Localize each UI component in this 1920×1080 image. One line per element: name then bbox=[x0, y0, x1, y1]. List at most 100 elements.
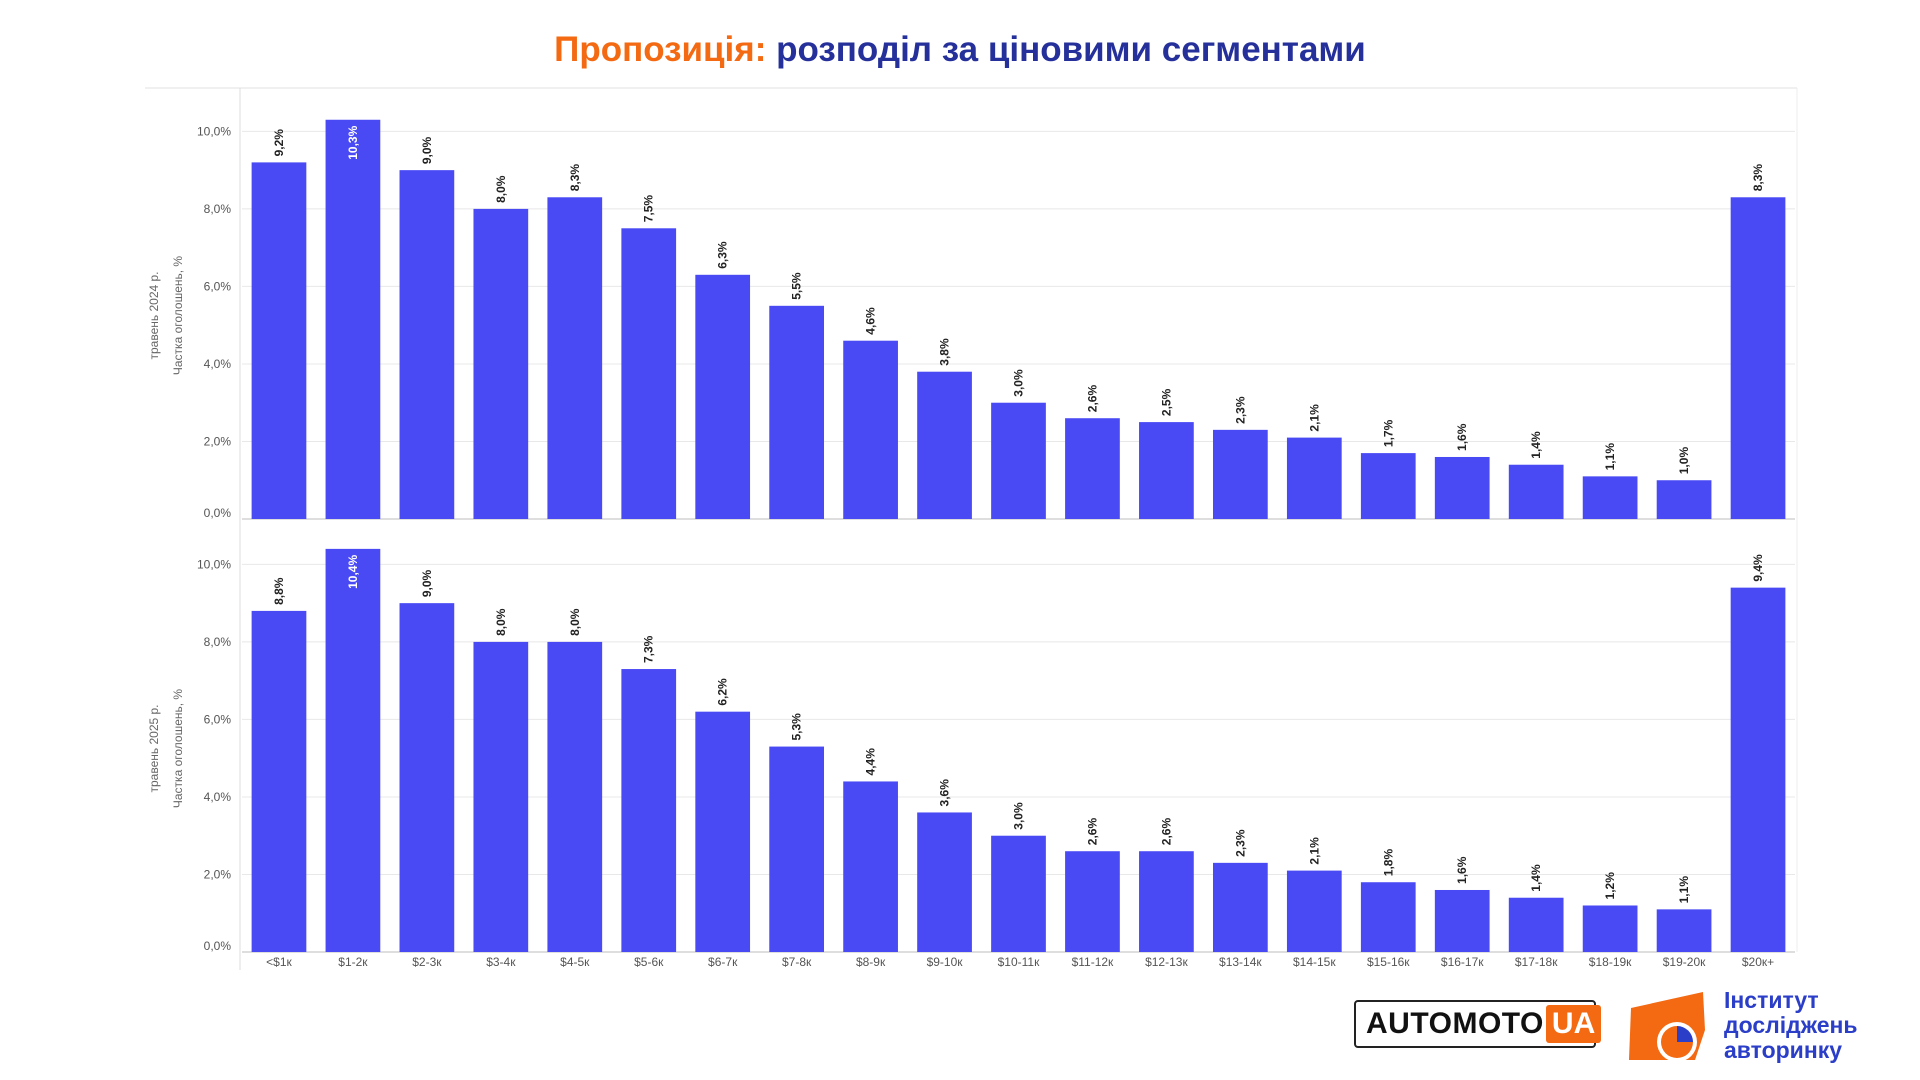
x-tick-label: $6-7к bbox=[708, 955, 738, 969]
panel2-y-tick-label: 6,0% bbox=[204, 712, 232, 726]
panel1-bar bbox=[547, 197, 603, 519]
panel2-data-label: 6,2% bbox=[716, 678, 730, 706]
automoto-logo: AUTOMOTO UA bbox=[1354, 1000, 1602, 1048]
panel1-data-label: 1,1% bbox=[1603, 443, 1617, 471]
institute-line-2: досліджень bbox=[1724, 1012, 1858, 1038]
panel1-y-tick-label: 8,0% bbox=[204, 202, 232, 216]
panel1-bar bbox=[991, 402, 1046, 519]
panel1-y-tick-label: 10,0% bbox=[197, 124, 231, 138]
panel2-data-label: 1,1% bbox=[1677, 876, 1691, 904]
panel1-bar bbox=[1582, 476, 1638, 519]
panel1-y-tick-label: 0,0% bbox=[204, 506, 232, 520]
x-tick-label: $1-2к bbox=[338, 955, 368, 969]
institute-line-1: Інститут bbox=[1724, 987, 1819, 1013]
panel2-data-label: 8,0% bbox=[494, 608, 508, 636]
x-tick-label: <$1к bbox=[266, 955, 292, 969]
panel2-y-tick-label: 0,0% bbox=[204, 939, 232, 953]
panel2-bar bbox=[473, 641, 529, 952]
panel2-bar bbox=[547, 641, 603, 952]
automoto-logo-text: AUTOMOTO bbox=[1366, 1007, 1544, 1040]
bar-chart: 0,0% 2,0% 4,0% 6,0% 8,0% 10,0% травень 2024 р.… bbox=[145, 87, 1798, 970]
panel1-data-label: 4,6% bbox=[864, 307, 878, 335]
panel2-y-axis-label-2: Частка оголошень, % bbox=[171, 689, 185, 809]
panel2-bar bbox=[1286, 870, 1342, 952]
x-tick-label: $15-16к bbox=[1367, 955, 1410, 969]
panel2-bar bbox=[1360, 882, 1416, 952]
panel2-bar bbox=[991, 835, 1046, 952]
panel2-data-label: 7,3% bbox=[642, 635, 656, 663]
panel2-bar bbox=[1730, 587, 1786, 952]
panel2-bar bbox=[1656, 909, 1712, 952]
x-tick-label: $16-17к bbox=[1441, 955, 1484, 969]
panel2-data-label: 2,6% bbox=[1159, 818, 1173, 846]
x-tick-label: $4-5к bbox=[560, 955, 590, 969]
panel1-data-label: 3,8% bbox=[938, 338, 952, 366]
panel1-data-label: 3,0% bbox=[1012, 369, 1026, 397]
automoto-logo-ua: UA bbox=[1545, 1005, 1602, 1043]
panel2-data-label: 8,0% bbox=[568, 608, 582, 636]
panel2-data-label: 3,0% bbox=[1012, 802, 1026, 830]
panel1-bar bbox=[1286, 437, 1342, 519]
panel1-bar bbox=[769, 305, 825, 519]
panel2-bar bbox=[1582, 905, 1638, 952]
x-tick-label: $13-14к bbox=[1219, 955, 1262, 969]
panel2-bar bbox=[1508, 897, 1564, 952]
panel1-y-axis-label-2: Частка оголошень, % bbox=[171, 256, 185, 376]
x-tick-label: $19-20к bbox=[1663, 955, 1706, 969]
x-tick-label: $14-15к bbox=[1293, 955, 1336, 969]
panel1-data-label: 8,3% bbox=[568, 164, 582, 192]
panel2-bar bbox=[695, 711, 751, 952]
x-tick-label: $5-6к bbox=[634, 955, 664, 969]
panel1-y-tick-label: 4,0% bbox=[204, 357, 232, 371]
panel1-bar bbox=[1656, 480, 1712, 519]
panel2-data-label: 9,4% bbox=[1751, 554, 1765, 582]
panel1-data-label: 10,3% bbox=[346, 125, 360, 159]
title-main: розподіл за ціновими сегментами bbox=[766, 30, 1366, 69]
panel1-bar bbox=[917, 371, 972, 519]
panel2-bar bbox=[1065, 851, 1120, 952]
x-tick-label: $8-9к bbox=[856, 955, 886, 969]
panel1-bar bbox=[251, 162, 307, 519]
panel2-bar bbox=[769, 746, 825, 952]
panel2-data-label: 2,6% bbox=[1085, 818, 1099, 846]
panel1-data-label: 2,6% bbox=[1085, 385, 1099, 413]
panel2-data-label: 1,2% bbox=[1603, 872, 1617, 900]
panel1-bar bbox=[1360, 453, 1416, 519]
panel2-data-label: 10,4% bbox=[346, 555, 360, 589]
x-tick-label: $9-10к bbox=[927, 955, 964, 969]
panel1-bar bbox=[843, 340, 898, 519]
panel2-bar bbox=[843, 781, 898, 952]
panel2-data-label: 2,1% bbox=[1307, 837, 1321, 865]
panel2-data-label: 1,8% bbox=[1381, 849, 1395, 877]
panel2-data-label: 4,4% bbox=[864, 748, 878, 776]
panel1-data-label: 9,0% bbox=[420, 136, 434, 164]
panel1-data-label: 7,5% bbox=[642, 195, 656, 223]
panel2-y-tick-label: 2,0% bbox=[204, 867, 232, 881]
panel1-data-label: 1,0% bbox=[1677, 447, 1691, 475]
panel1-bar bbox=[1065, 418, 1120, 519]
panel1-bar bbox=[1434, 456, 1490, 519]
panel1-data-label: 1,4% bbox=[1529, 431, 1543, 459]
panel2-bar bbox=[621, 669, 677, 952]
panel1-data-label: 8,0% bbox=[494, 175, 508, 203]
x-tick-label: $7-8к bbox=[782, 955, 812, 969]
panel2-bar bbox=[1212, 862, 1268, 952]
x-tick-label: $12-13к bbox=[1145, 955, 1188, 969]
panel1-data-label: 2,5% bbox=[1159, 388, 1173, 416]
panel1-bar bbox=[695, 274, 751, 519]
panel2-data-label: 1,4% bbox=[1529, 864, 1543, 892]
panel2-y-tick-label: 8,0% bbox=[204, 635, 232, 649]
institute-line-3: авторинку bbox=[1724, 1037, 1843, 1063]
panel1-data-label: 5,5% bbox=[790, 272, 804, 300]
panel2-bar bbox=[325, 548, 381, 952]
panel2-bar bbox=[251, 610, 307, 952]
panel1-bar bbox=[1139, 422, 1194, 519]
panel2-y-tick-label: 10,0% bbox=[197, 557, 231, 571]
x-tick-label: $17-18к bbox=[1515, 955, 1558, 969]
panel1-bar bbox=[1730, 197, 1786, 519]
panel1-data-label: 8,3% bbox=[1751, 164, 1765, 192]
x-tick-label: $3-4к bbox=[486, 955, 516, 969]
panel1-bar bbox=[1212, 429, 1268, 519]
panel1-bar bbox=[399, 170, 455, 519]
panel2-bar bbox=[399, 603, 455, 952]
